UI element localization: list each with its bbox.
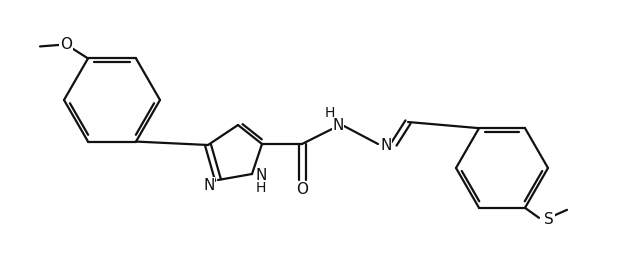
Text: N: N xyxy=(204,177,214,192)
Text: N: N xyxy=(380,139,392,153)
Text: O: O xyxy=(296,182,308,197)
Text: N: N xyxy=(255,168,267,183)
Text: N: N xyxy=(332,119,344,134)
Text: O: O xyxy=(60,37,72,52)
Text: S: S xyxy=(544,212,554,227)
Text: H: H xyxy=(256,181,266,195)
Text: H: H xyxy=(325,106,335,120)
